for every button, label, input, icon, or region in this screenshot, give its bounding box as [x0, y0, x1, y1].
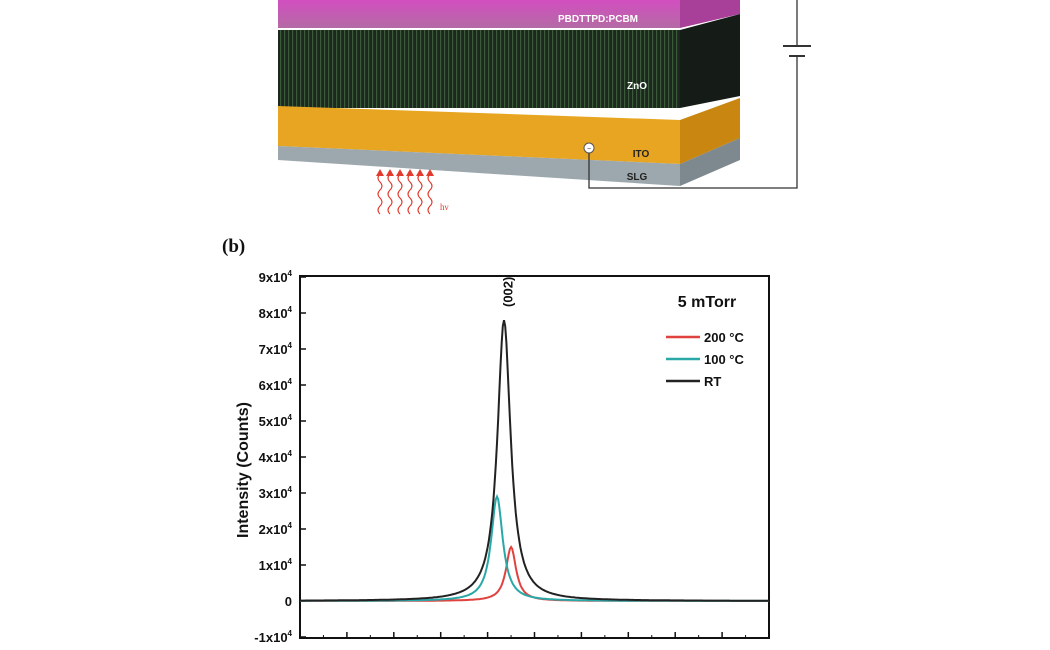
- layer-ito: − ITO: [278, 98, 740, 164]
- layer-slg: SLG: [278, 138, 740, 186]
- layer-zno: ZnO: [278, 14, 740, 108]
- y-tick-label: 1x104: [259, 557, 293, 573]
- series-line-100c: [300, 494, 769, 602]
- light-arrows-icon: [377, 173, 433, 215]
- panel-label: (b): [222, 236, 246, 257]
- layer-pbdttpd-pcbm: PBDTTPD:PCBM: [278, 0, 740, 28]
- x-axis-ticks: [299, 632, 770, 638]
- y-tick-label: 3x104: [259, 485, 293, 501]
- y-tick-label: 6x104: [259, 377, 293, 393]
- y-axis-label: Intensity (Counts): [235, 402, 252, 538]
- layer-label-slg: SLG: [627, 172, 648, 183]
- series-line-rt: [300, 320, 769, 602]
- device-schematic: PBDTTPD:PCBM ZnO − ITO SLG: [278, 0, 811, 215]
- y-tick-label: -1x104: [254, 629, 292, 645]
- layer-label-pbdttpd: PBDTTPD:PCBM: [558, 14, 638, 25]
- series-line-200c: [300, 545, 769, 602]
- legend: 200 °C 100 °C RT: [666, 330, 745, 389]
- external-circuit: [588, 0, 811, 189]
- legend-label: 200 °C: [704, 330, 745, 345]
- y-tick-label: 9x104: [259, 269, 293, 285]
- y-tick-label: 0: [285, 594, 292, 609]
- peak-annotation: (002): [501, 277, 516, 307]
- y-tick-label: 5x104: [259, 413, 293, 429]
- series-curves: [300, 320, 769, 602]
- y-tick-label: 2x104: [259, 521, 293, 537]
- y-tick-label: 4x104: [259, 449, 293, 465]
- y-tick-label: 7x104: [259, 341, 293, 357]
- chart-title: 5 mTorr: [678, 294, 736, 311]
- legend-label: 100 °C: [704, 352, 745, 367]
- light-arrowheads: [376, 169, 434, 176]
- legend-label: RT: [704, 374, 721, 389]
- layer-label-ito: ITO: [633, 149, 650, 160]
- light-label: hν: [440, 202, 449, 212]
- y-tick-label: 8x104: [259, 305, 293, 321]
- layer-label-zno: ZnO: [627, 81, 647, 92]
- y-axis-ticks: 9x104 8x104 7x104 6x104 5x104 4x104 3x104 2x104…: [254, 269, 306, 645]
- svg-text:−: −: [587, 146, 591, 153]
